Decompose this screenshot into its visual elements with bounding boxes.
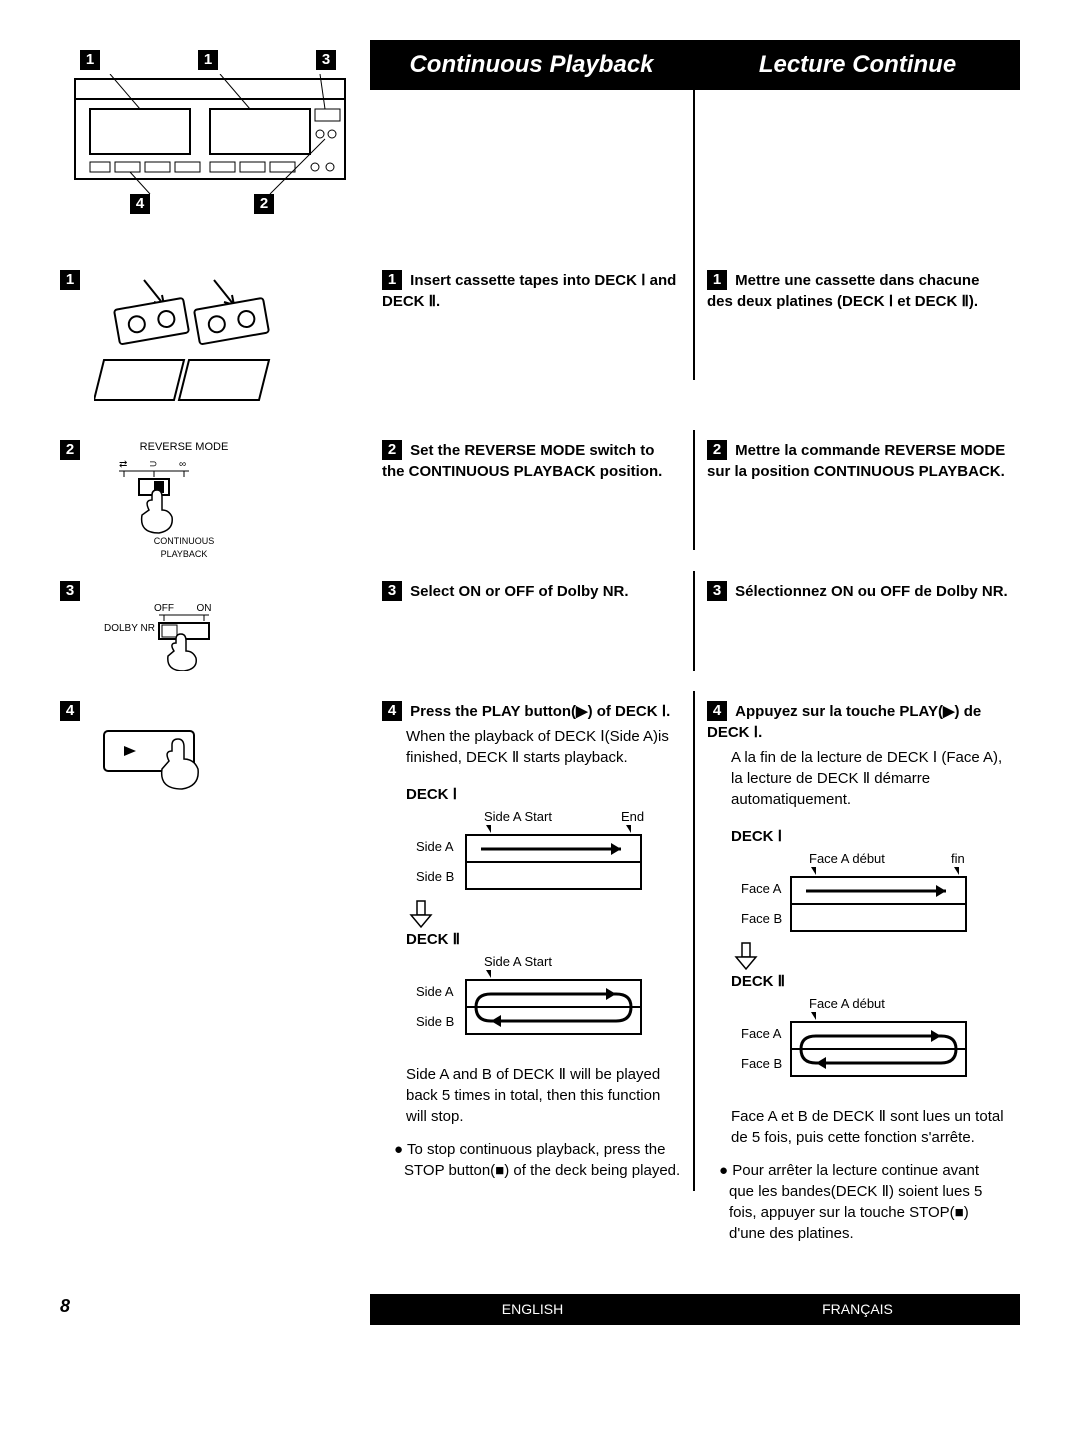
cassette-deck-svg [70, 74, 350, 194]
down-arrow-icon [406, 899, 436, 929]
deck1-diagram-en: Side A Start End Side A Side B [406, 809, 681, 899]
step1-text-fr: Mettre une cassette dans chacune des deu… [707, 272, 979, 310]
step4-marker: 4 [60, 701, 80, 721]
marker-3: 3 [316, 50, 336, 70]
svg-text:Side A Start: Side A Start [484, 954, 552, 969]
step2-illustration: 2 REVERSE MODE ⇄ ⊃ ∞ CONTINUOUS PLAYBACK [60, 430, 370, 571]
page-number: 8 [60, 1294, 370, 1326]
svg-text:Side B: Side B [416, 1014, 454, 1029]
step3-marker: 3 [60, 581, 80, 601]
step4-note1-en: Side A and B of DECK Ⅱ will be played ba… [406, 1064, 681, 1127]
svg-text:Side A: Side A [416, 984, 454, 999]
french-label: FRANÇAIS [695, 1294, 1020, 1326]
title-french: Lecture Continue [695, 40, 1020, 90]
marker-2: 2 [254, 194, 274, 214]
svg-text:⊃: ⊃ [149, 459, 157, 470]
marker-4: 4 [130, 194, 150, 214]
step4-note1-fr: Face A et B de DECK Ⅱ sont lues un total… [731, 1106, 1008, 1148]
svg-text:Face A début: Face A début [809, 851, 885, 866]
svg-text:Side A: Side A [416, 839, 454, 854]
svg-text:End: End [621, 809, 644, 824]
reverse-mode-label: REVERSE MODE [94, 440, 274, 455]
deck2-label-fr: DECK Ⅱ [731, 971, 1008, 992]
off-label: OFF [154, 603, 174, 614]
deck2-diagram-en: Side A Start Side A Side B [406, 954, 681, 1044]
step1-num-fr: 1 [707, 270, 727, 290]
svg-text:Side B: Side B [416, 869, 454, 884]
step2-text-en: Set the REVERSE MODE switch to the CONTI… [382, 442, 662, 480]
step4-num-fr: 4 [707, 701, 727, 721]
svg-text:Face A: Face A [741, 1026, 782, 1041]
title-english: Continuous Playback [370, 40, 693, 90]
dolby-nr-switch-svg: OFF ON DOLBY NR [94, 601, 254, 671]
down-arrow-icon-fr [731, 941, 761, 971]
step4-body-fr: A la fin de la lecture de DECK Ⅰ (Face A… [731, 747, 1008, 810]
deck1-label-en: DECK Ⅰ [406, 784, 681, 805]
svg-text:Face B: Face B [741, 911, 782, 926]
step2-num-en: 2 [382, 440, 402, 460]
cassette-insert-svg [94, 270, 294, 420]
step3-num-en: 3 [382, 581, 402, 601]
deck2-label-en: DECK Ⅱ [406, 929, 681, 950]
step3-text-fr: Sélectionnez ON ou OFF de Dolby NR. [735, 583, 1008, 600]
step4-note2-en: To stop continuous playback, press the S… [404, 1139, 681, 1181]
step3-illustration: 3 OFF ON DOLBY NR [60, 571, 370, 691]
dolby-nr-label: DOLBY NR [104, 623, 155, 634]
on-label: ON [197, 603, 212, 614]
svg-text:⇄: ⇄ [119, 459, 127, 470]
english-label: ENGLISH [370, 1294, 695, 1326]
svg-text:∞: ∞ [179, 459, 186, 470]
svg-text:Face B: Face B [741, 1056, 782, 1071]
svg-text:Side A Start: Side A Start [484, 809, 552, 824]
marker-1b: 1 [198, 50, 218, 70]
step4-body-en: When the playback of DECK Ⅰ(Side A)is fi… [406, 726, 681, 768]
deck1-label-fr: DECK Ⅰ [731, 826, 1008, 847]
play-button-svg [94, 701, 254, 811]
svg-text:Face A: Face A [741, 881, 782, 896]
svg-text:fin: fin [951, 851, 965, 866]
svg-text:Face A début: Face A début [809, 996, 885, 1011]
deck-overview-illustration: 1 1 3 [60, 40, 370, 260]
reverse-mode-switch-svg: ⇄ ⊃ ∞ [94, 455, 214, 535]
step2-marker: 2 [60, 440, 80, 460]
step2-num-fr: 2 [707, 440, 727, 460]
step2-text-fr: Mettre la commande REVERSE MODE sur la p… [707, 442, 1005, 480]
step3-num-fr: 3 [707, 581, 727, 601]
step3-text-en: Select ON or OFF of Dolby NR. [410, 583, 628, 600]
step4-text-fr: Appuyez sur la touche PLAY(▶) de DECK Ⅰ. [707, 703, 981, 741]
step4-illustration: 4 [60, 691, 370, 821]
step1-marker: 1 [60, 270, 80, 290]
step4-text-en: Press the PLAY button(▶) of DECK Ⅰ. [410, 703, 670, 720]
step4-note2-fr: Pour arrêter la lecture continue avant q… [729, 1160, 1008, 1244]
step1-illustration: 1 [60, 260, 370, 430]
step4-num-en: 4 [382, 701, 402, 721]
step1-num-en: 1 [382, 270, 402, 290]
marker-1a: 1 [80, 50, 100, 70]
continuous-playback-label: CONTINUOUS PLAYBACK [94, 535, 274, 560]
deck2-diagram-fr: Face A début Face A Face B [731, 996, 1008, 1086]
step1-text-en: Insert cassette tapes into DECK Ⅰ and DE… [382, 272, 676, 310]
deck1-diagram-fr: Face A début fin Face A Face B [731, 851, 1008, 941]
